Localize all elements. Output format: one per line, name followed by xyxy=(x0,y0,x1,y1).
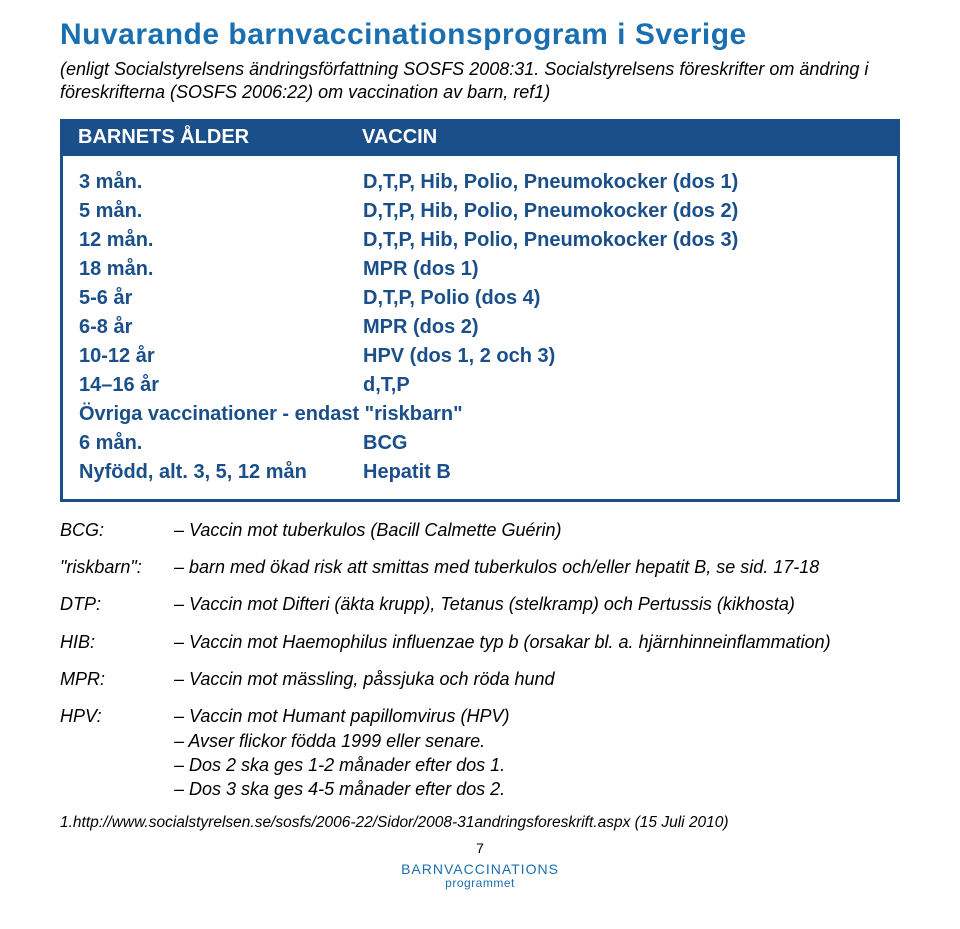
vaccine-cell: D,T,P, Hib, Polio, Pneumokocker (dos 2) xyxy=(363,197,738,226)
age-cell: 5 mån. xyxy=(79,197,363,226)
footnote: 1.http://www.socialstyrelsen.se/sosfs/20… xyxy=(60,814,900,832)
definition-line: – Dos 2 ska ges 1-2 månader efter dos 1. xyxy=(174,753,900,777)
definition-line: – barn med ökad risk att smittas med tub… xyxy=(174,555,900,579)
definition-line: – Vaccin mot Haemophilus influenzae typ … xyxy=(174,630,900,654)
table-row: 14–16 ård,T,P xyxy=(79,371,881,400)
footer-brand: BARNVACCINATIONS programmet xyxy=(60,862,900,889)
table-row: 5 mån.D,T,P, Hib, Polio, Pneumokocker (d… xyxy=(79,197,881,226)
vaccine-cell: MPR (dos 2) xyxy=(363,313,479,342)
age-cell: 6 mån. xyxy=(79,429,363,458)
page-title: Nuvarande barnvaccinationsprogram i Sver… xyxy=(60,18,900,52)
definition-row: DTP:– Vaccin mot Difteri (äkta krupp), T… xyxy=(60,592,900,616)
vaccine-cell: D,T,P, Hib, Polio, Pneumokocker (dos 1) xyxy=(363,168,738,197)
table-row: 10-12 årHPV (dos 1, 2 och 3) xyxy=(79,342,881,371)
age-cell: 18 mån. xyxy=(79,255,363,284)
definition-term: DTP: xyxy=(60,592,174,616)
table-header-age: BARNETS ÅLDER xyxy=(78,126,362,149)
definition-row: "riskbarn":– barn med ökad risk att smit… xyxy=(60,555,900,579)
definition-term: HIB: xyxy=(60,630,174,654)
vaccine-cell: D,T,P, Polio (dos 4) xyxy=(363,284,540,313)
vaccine-cell: HPV (dos 1, 2 och 3) xyxy=(363,342,555,371)
definition-line: – Vaccin mot Difteri (äkta krupp), Tetan… xyxy=(174,592,900,616)
age-cell: 12 mån. xyxy=(79,226,363,255)
definitions: BCG:– Vaccin mot tuberkulos (Bacill Calm… xyxy=(60,518,900,802)
page-number: 7 xyxy=(60,840,900,856)
age-cell: Övriga vaccinationer - endast "riskbarn" xyxy=(79,400,881,429)
definition-term: "riskbarn": xyxy=(60,555,174,579)
definition-desc: – barn med ökad risk att smittas med tub… xyxy=(174,555,900,579)
vaccine-cell: BCG xyxy=(363,429,407,458)
age-cell: Nyfödd, alt. 3, 5, 12 mån xyxy=(79,458,363,487)
table-body: 3 mån.D,T,P, Hib, Polio, Pneumokocker (d… xyxy=(60,156,900,502)
vaccine-cell: MPR (dos 1) xyxy=(363,255,479,284)
definition-row: HIB:– Vaccin mot Haemophilus influenzae … xyxy=(60,630,900,654)
page-subtitle: (enligt Socialstyrelsens ändringsförfatt… xyxy=(60,58,900,105)
definition-line: – Vaccin mot tuberkulos (Bacill Calmette… xyxy=(174,518,900,542)
definition-row: BCG:– Vaccin mot tuberkulos (Bacill Calm… xyxy=(60,518,900,542)
definition-desc: – Vaccin mot Difteri (äkta krupp), Tetan… xyxy=(174,592,900,616)
age-cell: 5-6 år xyxy=(79,284,363,313)
definition-line: – Vaccin mot mässling, påssjuka och röda… xyxy=(174,667,900,691)
table-header-vaccine: VACCIN xyxy=(362,126,437,149)
age-cell: 3 mån. xyxy=(79,168,363,197)
definition-row: MPR:– Vaccin mot mässling, påssjuka och … xyxy=(60,667,900,691)
footer-brand-line2: programmet xyxy=(60,877,900,890)
table-row: 6 mån.BCG xyxy=(79,429,881,458)
vaccine-cell: Hepatit B xyxy=(363,458,451,487)
definition-term: HPV: xyxy=(60,704,174,801)
vaccine-cell: d,T,P xyxy=(363,371,410,400)
table-row: 3 mån.D,T,P, Hib, Polio, Pneumokocker (d… xyxy=(79,168,881,197)
definition-term: BCG: xyxy=(60,518,174,542)
age-cell: 10-12 år xyxy=(79,342,363,371)
definition-desc: – Vaccin mot Humant papillomvirus (HPV)–… xyxy=(174,704,900,801)
table-row: Nyfödd, alt. 3, 5, 12 månHepatit B xyxy=(79,458,881,487)
table-row: 6-8 årMPR (dos 2) xyxy=(79,313,881,342)
age-cell: 14–16 år xyxy=(79,371,363,400)
definition-line: – Dos 3 ska ges 4-5 månader efter dos 2. xyxy=(174,777,900,801)
table-row: 18 mån.MPR (dos 1) xyxy=(79,255,881,284)
definition-row: HPV:– Vaccin mot Humant papillomvirus (H… xyxy=(60,704,900,801)
table-row: Övriga vaccinationer - endast "riskbarn" xyxy=(79,400,881,429)
definition-line: – Avser flickor födda 1999 eller senare. xyxy=(174,729,900,753)
definition-term: MPR: xyxy=(60,667,174,691)
definition-desc: – Vaccin mot Haemophilus influenzae typ … xyxy=(174,630,900,654)
definition-desc: – Vaccin mot mässling, påssjuka och röda… xyxy=(174,667,900,691)
footer-brand-line1: BARNVACCINATIONS xyxy=(60,862,900,877)
age-cell: 6-8 år xyxy=(79,313,363,342)
definition-line: – Vaccin mot Humant papillomvirus (HPV) xyxy=(174,704,900,728)
definition-desc: – Vaccin mot tuberkulos (Bacill Calmette… xyxy=(174,518,900,542)
table-row: 12 mån.D,T,P, Hib, Polio, Pneumokocker (… xyxy=(79,226,881,255)
vaccine-cell: D,T,P, Hib, Polio, Pneumokocker (dos 3) xyxy=(363,226,738,255)
table-row: 5-6 årD,T,P, Polio (dos 4) xyxy=(79,284,881,313)
table-header: BARNETS ÅLDER VACCIN xyxy=(60,119,900,156)
